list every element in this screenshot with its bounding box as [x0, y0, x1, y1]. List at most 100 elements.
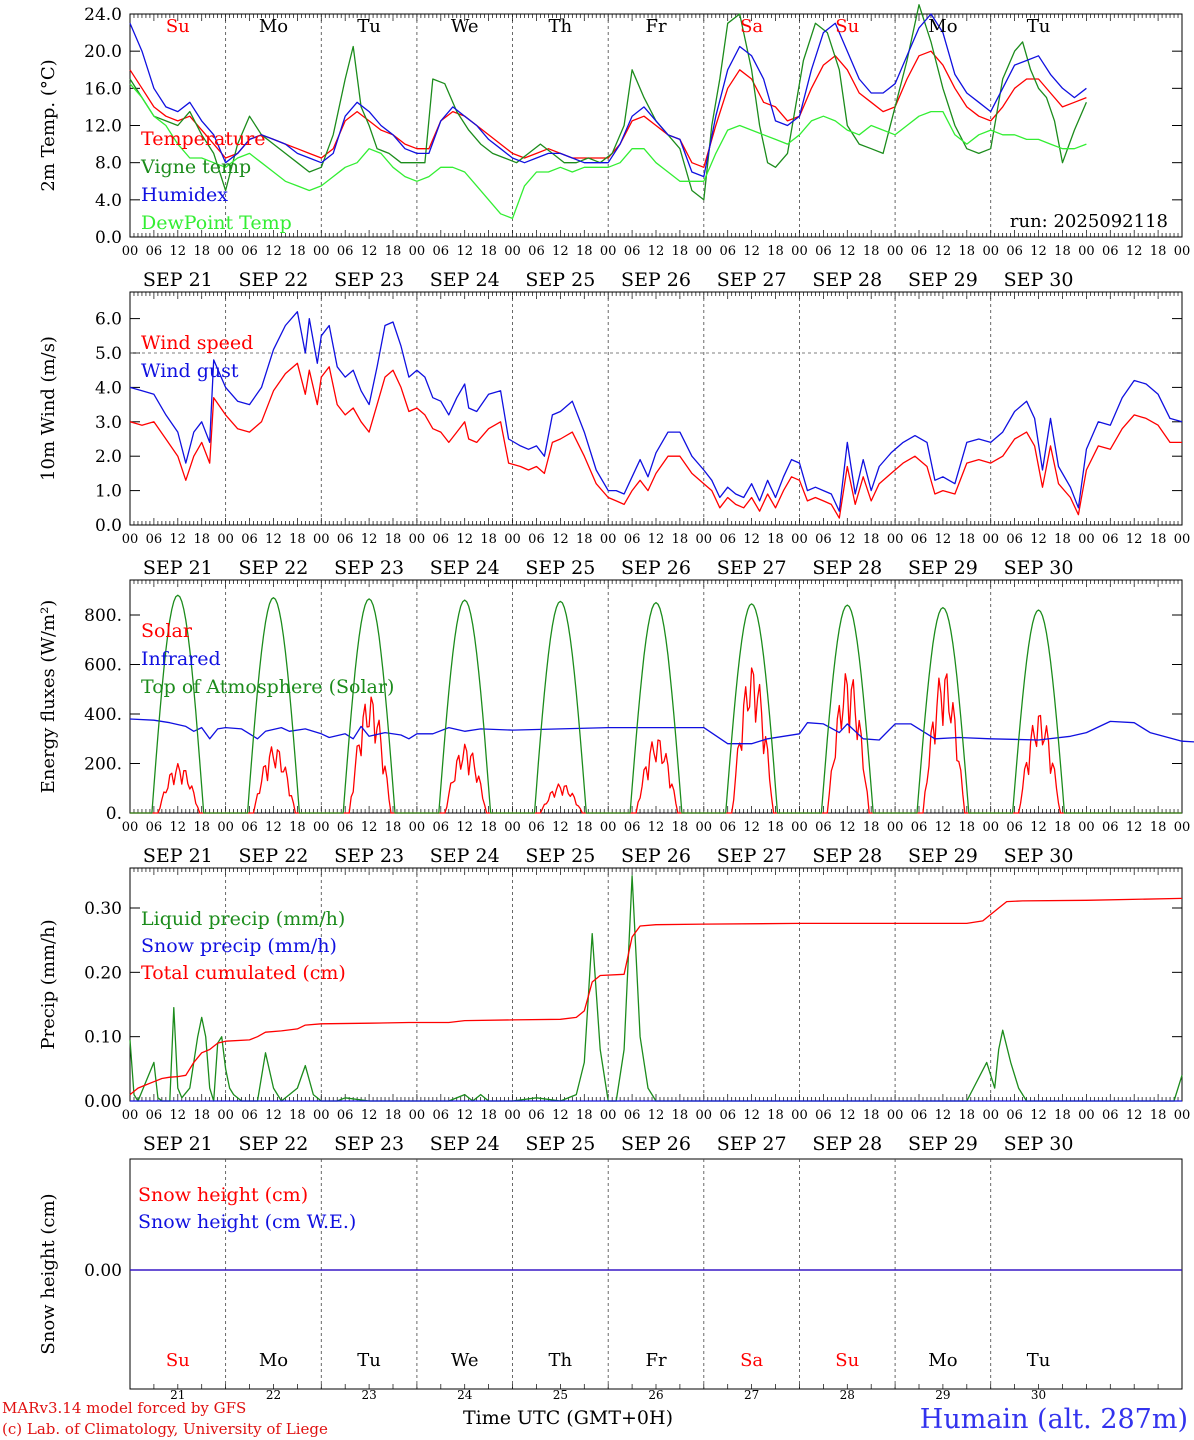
date-label: SEP 30 [1004, 845, 1074, 867]
date-label: SEP 22 [239, 269, 309, 291]
hour-tick-label: 12 [170, 532, 187, 547]
date-label: SEP 27 [717, 1133, 787, 1155]
hour-tick-label: 06 [1006, 244, 1023, 259]
day-abbr-label: Sa [740, 16, 763, 37]
date-label: SEP 27 [717, 845, 787, 867]
hour-tick-label: 18 [1150, 244, 1167, 259]
hour-tick-label: 18 [1150, 532, 1167, 547]
hour-tick-label: 18 [385, 532, 402, 547]
y-axis-label: 2m Temp. (°C) [38, 59, 59, 191]
hour-tick-label: 06 [624, 244, 641, 259]
date-label: SEP 24 [430, 269, 500, 291]
day-abbr-label: Su [835, 1350, 859, 1371]
y-tick-label: 12.0 [84, 117, 122, 137]
y-tick-label: 24.0 [84, 5, 122, 25]
day-abbr-label: Tu [1027, 1350, 1051, 1371]
hour-tick-label: 18 [480, 532, 497, 547]
hour-tick-label: 06 [719, 532, 736, 547]
hour-tick-label: 00 [313, 244, 330, 259]
hour-tick-label: 00 [313, 820, 330, 835]
hour-tick-label: 00 [1078, 1108, 1095, 1123]
hour-tick-label: 18 [385, 820, 402, 835]
hour-tick-label: 06 [146, 244, 163, 259]
y-tick-label: 0.0 [95, 228, 122, 248]
hour-tick-label: 00 [600, 532, 617, 547]
hour-tick-label: 12 [552, 1108, 569, 1123]
hour-tick-label: 18 [193, 820, 210, 835]
hour-tick-label: 00 [982, 1108, 999, 1123]
hour-tick-label: 18 [480, 820, 497, 835]
day-abbr-label: Fr [645, 1350, 666, 1371]
hour-tick-label: 18 [863, 532, 880, 547]
hour-tick-label: 18 [1150, 1108, 1167, 1123]
time-axis-label: Time UTC (GMT+0H) [463, 1407, 673, 1429]
y-tick-label: 400. [84, 705, 122, 725]
hour-tick-label: 18 [672, 820, 689, 835]
date-label: SEP 21 [143, 1133, 213, 1155]
hour-tick-label: 06 [624, 532, 641, 547]
hour-tick-label: 00 [409, 244, 426, 259]
hour-tick-label: 18 [193, 244, 210, 259]
date-label: SEP 24 [430, 557, 500, 579]
hour-tick-label: 06 [528, 1108, 545, 1123]
hour-tick-label: 00 [887, 1108, 904, 1123]
legend-precip: Snow precip (mm/h) [141, 935, 337, 957]
date-label: SEP 25 [525, 269, 595, 291]
hour-tick-label: 06 [528, 820, 545, 835]
y-tick-label: 16.0 [84, 79, 122, 99]
y-tick-label: 0.00 [84, 1261, 122, 1281]
series-line-wind [129, 362, 1182, 519]
date-label: SEP 27 [717, 269, 787, 291]
date-label: SEP 28 [812, 557, 882, 579]
day-abbr-label: Mo [928, 16, 957, 37]
hour-tick-label: 18 [672, 244, 689, 259]
day-abbr-label: Th [549, 16, 573, 37]
y-tick-label: 800. [84, 606, 122, 626]
date-label: SEP 30 [1004, 269, 1074, 291]
date-label: SEP 30 [1004, 557, 1074, 579]
hour-tick-label: 12 [552, 820, 569, 835]
hour-tick-label: 00 [409, 1108, 426, 1123]
hour-tick-label: 18 [767, 532, 784, 547]
hour-tick-label: 18 [576, 1108, 593, 1123]
date-label: SEP 25 [525, 1133, 595, 1155]
hour-tick-label: 00 [504, 532, 521, 547]
legend-temp: Humidex [141, 184, 228, 206]
hour-tick-label: 06 [719, 820, 736, 835]
panel-frame-wind [129, 291, 1183, 526]
date-label: SEP 27 [717, 557, 787, 579]
hour-tick-label: 06 [337, 244, 354, 259]
run-label: run: 2025092118 [1010, 211, 1168, 232]
hour-tick-label: 12 [1126, 820, 1143, 835]
hour-tick-label: 18 [193, 532, 210, 547]
day-number-label: 28 [840, 1388, 855, 1402]
y-tick-label: 2.0 [95, 447, 122, 467]
hour-tick-label: 12 [1126, 244, 1143, 259]
hour-tick-label: 00 [217, 820, 234, 835]
legend-temp: DewPoint Temp [141, 212, 292, 234]
hour-tick-label: 06 [241, 1108, 258, 1123]
series-lines [129, 4, 1194, 1271]
date-label: SEP 29 [908, 1133, 978, 1155]
hour-tick-label: 18 [193, 1108, 210, 1123]
grid-lines [129, 13, 1183, 1389]
hour-tick-label: 06 [337, 1108, 354, 1123]
hour-tick-label: 06 [911, 244, 928, 259]
hour-tick-label: 06 [1102, 244, 1119, 259]
hour-tick-label: 06 [1006, 532, 1023, 547]
hour-tick-label: 06 [911, 1108, 928, 1123]
station-title: Humain (alt. 287m) [920, 1404, 1188, 1435]
hour-tick-label: 00 [122, 244, 139, 259]
date-label: SEP 26 [621, 845, 691, 867]
day-abbr-label: Tu [357, 16, 381, 37]
hour-tick-label: 00 [887, 820, 904, 835]
hour-tick-label: 00 [504, 1108, 521, 1123]
hour-tick-label: 00 [1078, 244, 1095, 259]
series-line-temp [129, 50, 1087, 168]
y-tick-label: 0.0 [95, 516, 122, 536]
day-number-label: 24 [457, 1388, 473, 1402]
hour-tick-label: 18 [863, 1108, 880, 1123]
hour-tick-label: 00 [1078, 532, 1095, 547]
hour-tick-label: 18 [672, 532, 689, 547]
hour-tick-label: 00 [504, 820, 521, 835]
